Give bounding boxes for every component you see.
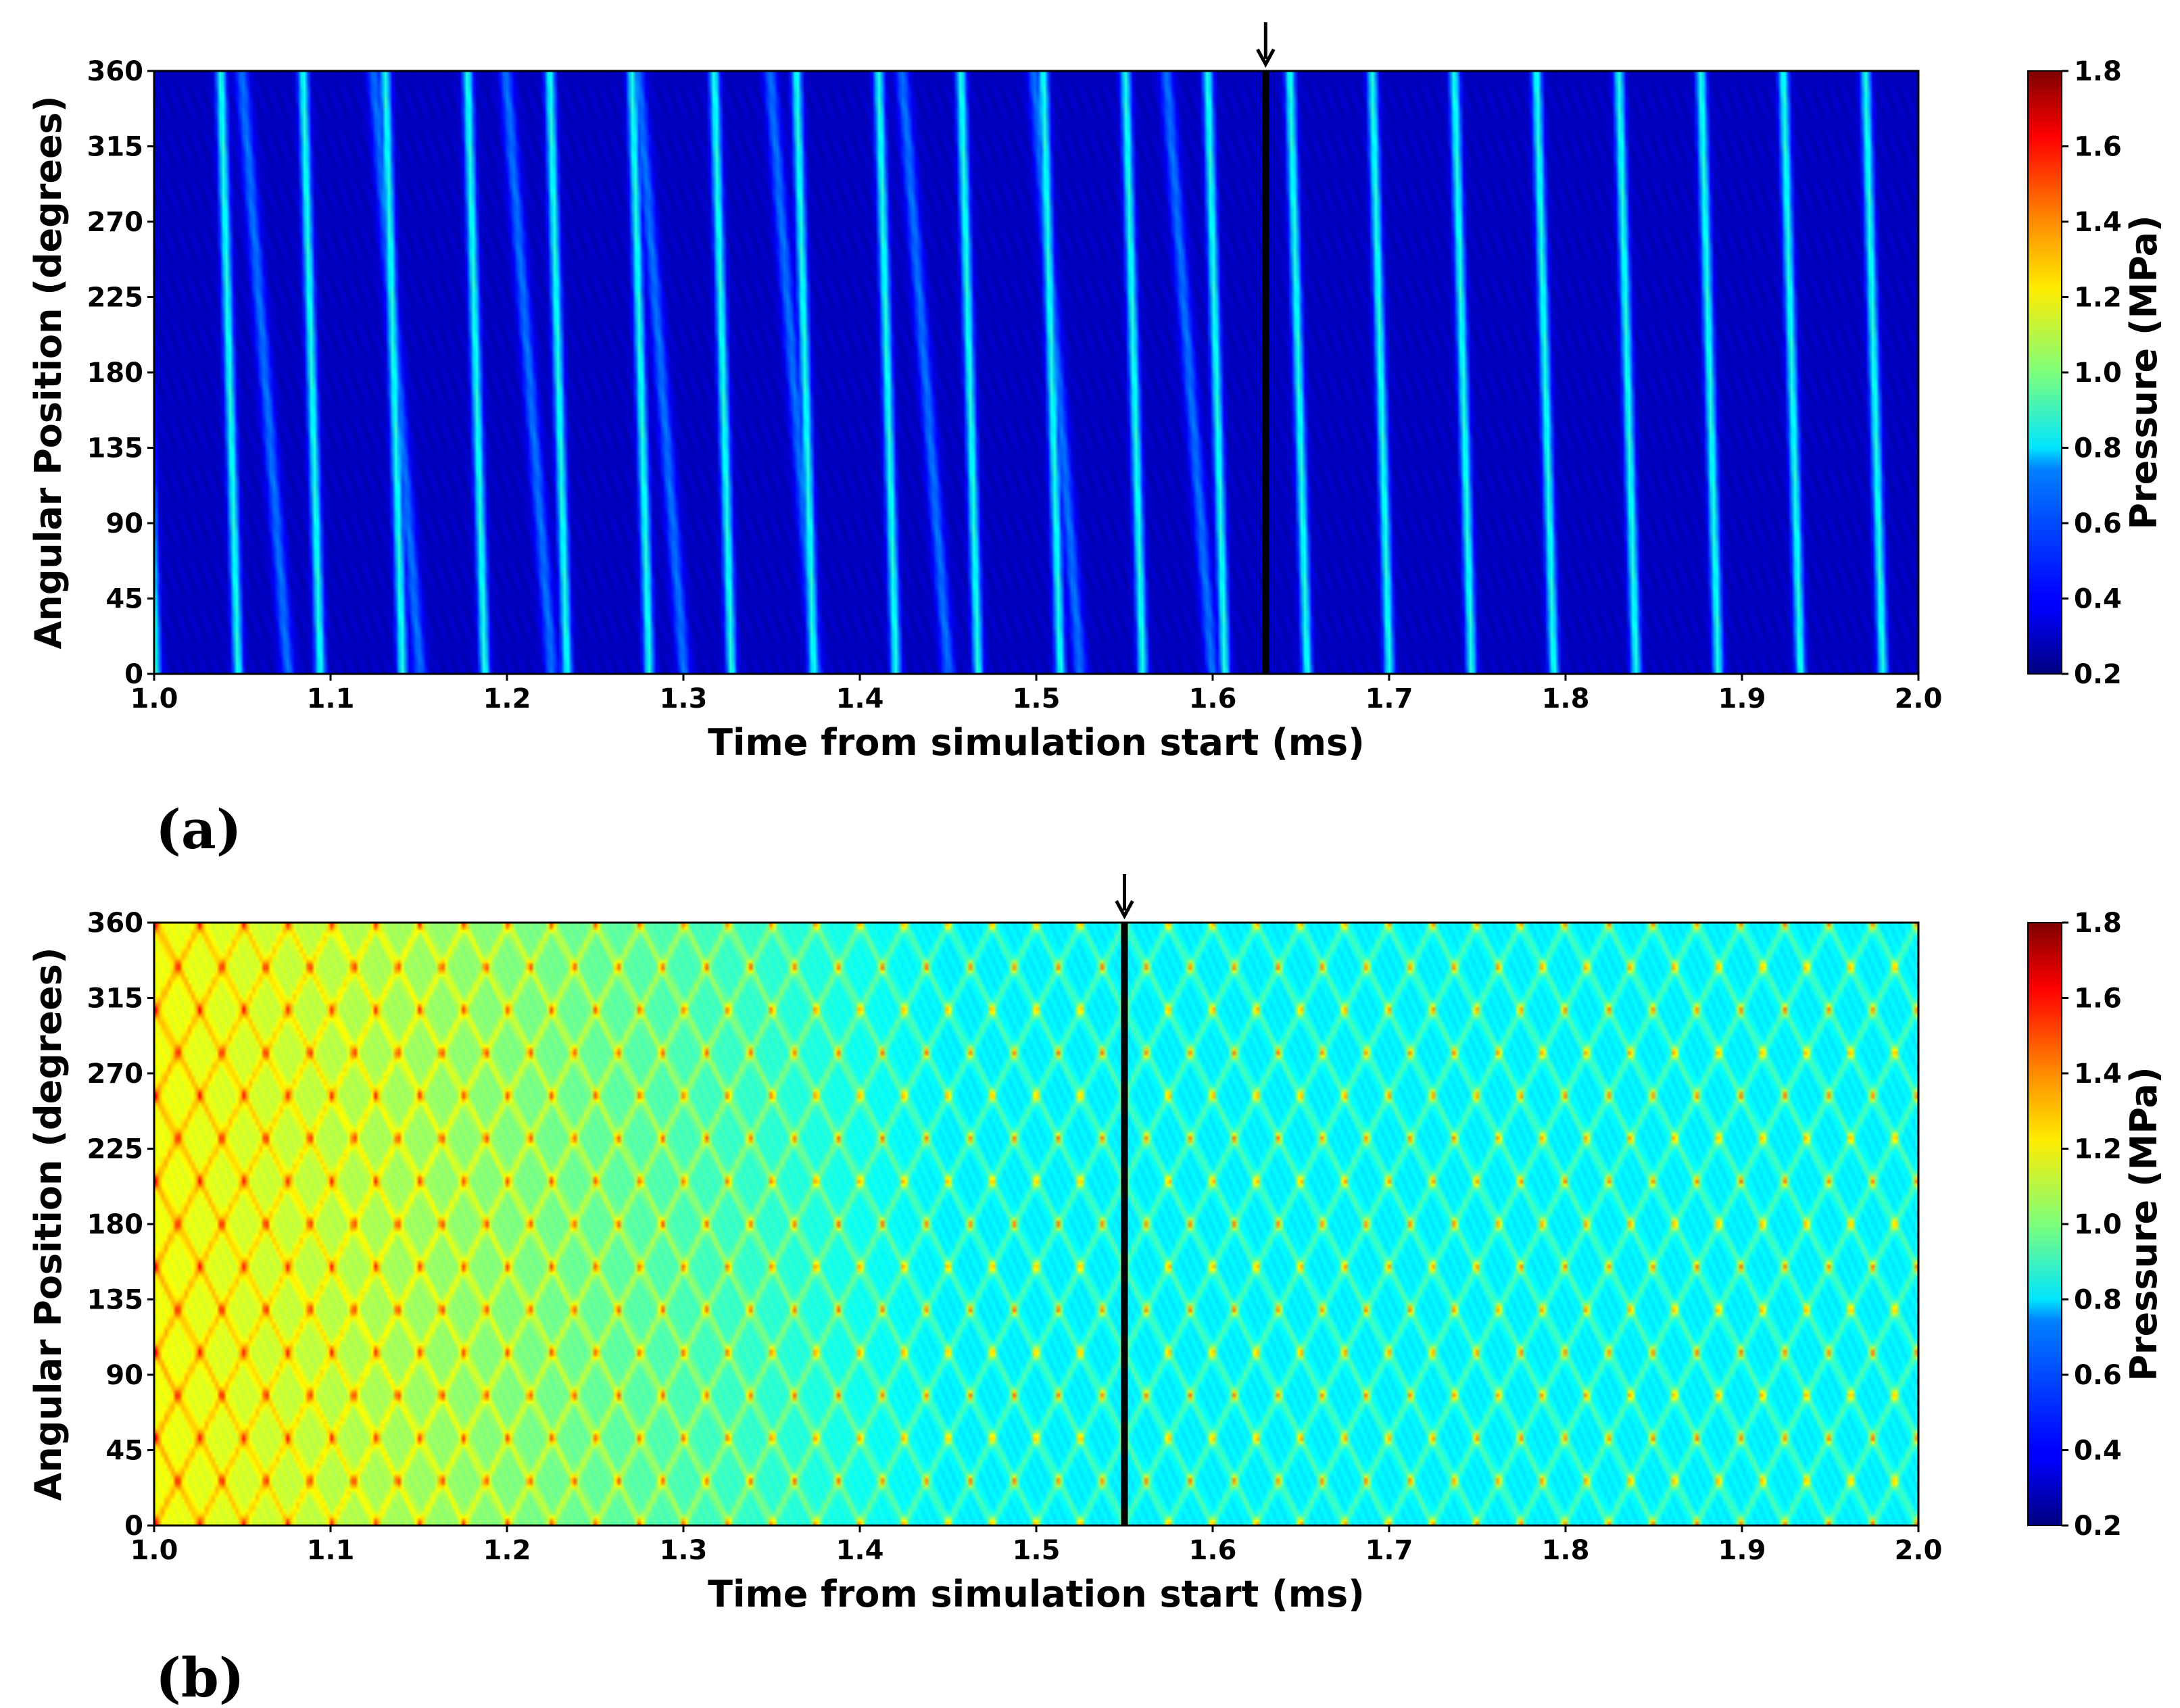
colorbar-a: [2027, 70, 2062, 675]
x-tick-label: 1.6: [1189, 683, 1237, 714]
x-tick-label: 1.5: [1013, 1535, 1061, 1566]
colorbar-tick-label: 1.8: [2074, 908, 2122, 939]
y-tick-label: 45: [105, 1436, 143, 1467]
x-tick-label: 1.2: [483, 1535, 531, 1566]
colorbar-tick-label: 1.4: [2074, 1058, 2122, 1090]
colorbar-label-b: Pressure (MPa): [2123, 1067, 2165, 1381]
x-tick-label: 1.8: [1542, 683, 1590, 714]
colorbar-tick-label: 1.6: [2074, 132, 2122, 163]
y-tick-label: 360: [87, 56, 144, 87]
x-tick-label: 1.7: [1365, 1535, 1413, 1566]
heatmap-image-b: [154, 923, 1918, 1526]
x-tick-label: 1.2: [483, 683, 531, 714]
y-axis-label-a: Angular Position (degrees): [27, 95, 70, 649]
y-tick-label: 0: [124, 659, 143, 690]
x-tick-label: 1.3: [660, 683, 708, 714]
colorbar-tick-label: 0.8: [2074, 433, 2122, 464]
down-arrow-icon-a: [1256, 22, 1276, 68]
colorbar-tick-label: 0.2: [2074, 659, 2122, 690]
panel-label-a: (a): [155, 798, 242, 861]
y-tick-label: 225: [87, 1134, 144, 1165]
y-ticks-a: 0 45 90 135 180 225 270 315 360: [87, 56, 154, 690]
colorbar-tick-label: 1.0: [2074, 1209, 2122, 1240]
x-tick-label: 1.5: [1013, 683, 1061, 714]
x-tick-label: 1.4: [836, 683, 884, 714]
y-tick-label: 315: [87, 132, 144, 163]
y-tick-label: 45: [105, 584, 143, 615]
panel-a: 1.0 1.1 1.2 1.3 1.4 1.5 1.6 1.7 1.8 1.9 2.0 0 45 90 1…: [27, 22, 2165, 861]
y-tick-label: 225: [87, 283, 144, 314]
colorbar-tick-label: 0.6: [2074, 508, 2122, 539]
colorbar-tick-label: 0.4: [2074, 1436, 2122, 1467]
panel-label-b: (b): [155, 1646, 245, 1708]
down-arrow-icon-b: [1115, 874, 1134, 920]
panel-b: 1.0 1.1 1.2 1.3 1.4 1.5 1.6 1.7 1.8 1.9 2.0 0 45 90 1…: [27, 874, 2165, 1708]
colorbar-tick-label: 1.2: [2074, 1134, 2122, 1165]
colorbar-tick-label: 0.4: [2074, 584, 2122, 615]
y-tick-label: 315: [87, 983, 144, 1015]
x-axis-label-b: Time from simulation start (ms): [708, 1573, 1365, 1615]
y-tick-label: 270: [87, 1058, 144, 1090]
y-tick-label: 270: [87, 207, 144, 238]
colorbar-tick-label: 1.6: [2074, 983, 2122, 1015]
colorbar-tick-label: 0.6: [2074, 1360, 2122, 1391]
colorbar-ticks-b: 0.2 0.4 0.6 0.8 1.0 1.2 1.4 1.6 1.8: [2062, 908, 2122, 1542]
x-ticks-b: 1.0 1.1 1.2 1.3 1.4 1.5 1.6 1.7 1.8 1.9 2.0: [130, 1526, 1943, 1566]
y-tick-label: 135: [87, 433, 144, 464]
x-ticks-a: 1.0 1.1 1.2 1.3 1.4 1.5 1.6 1.7 1.8 1.9 2.0: [130, 674, 1943, 714]
y-tick-label: 180: [87, 1209, 144, 1240]
y-tick-label: 180: [87, 358, 144, 389]
colorbar-tick-label: 1.8: [2074, 56, 2122, 87]
colorbar-b: [2027, 922, 2062, 1526]
x-tick-label: 1.9: [1718, 1535, 1766, 1566]
x-tick-label: 1.9: [1718, 683, 1766, 714]
x-tick-label: 1.1: [307, 1535, 355, 1566]
x-tick-label: 1.4: [836, 1535, 884, 1566]
x-tick-label: 2.0: [1895, 683, 1943, 714]
y-axis-label-b: Angular Position (degrees): [27, 947, 70, 1500]
x-tick-label: 1.6: [1189, 1535, 1237, 1566]
x-tick-label: 1.0: [130, 1535, 178, 1566]
x-tick-label: 1.8: [1542, 1535, 1590, 1566]
x-tick-label: 1.7: [1365, 683, 1413, 714]
y-tick-label: 0: [124, 1511, 143, 1542]
colorbar-label-a: Pressure (MPa): [2123, 215, 2165, 529]
x-tick-label: 1.0: [130, 683, 178, 714]
colorbar-tick-label: 1.4: [2074, 207, 2122, 238]
heatmap-image-a: [154, 71, 1918, 674]
x-tick-label: 2.0: [1895, 1535, 1943, 1566]
colorbar-tick-label: 1.2: [2074, 283, 2122, 314]
colorbar-tick-label: 1.0: [2074, 358, 2122, 389]
y-tick-label: 135: [87, 1285, 144, 1316]
x-tick-label: 1.3: [660, 1535, 708, 1566]
y-tick-label: 360: [87, 908, 144, 939]
colorbar-tick-label: 0.8: [2074, 1285, 2122, 1316]
x-axis-label-a: Time from simulation start (ms): [708, 721, 1365, 764]
y-ticks-b: 0 45 90 135 180 225 270 315 360: [87, 908, 154, 1542]
x-tick-label: 1.1: [307, 683, 355, 714]
colorbar-ticks-a: 0.2 0.4 0.6 0.8 1.0 1.2 1.4 1.6 1.8: [2062, 56, 2122, 690]
y-tick-label: 90: [105, 508, 143, 539]
colorbar-tick-label: 0.2: [2074, 1511, 2122, 1542]
y-tick-label: 90: [105, 1360, 143, 1391]
